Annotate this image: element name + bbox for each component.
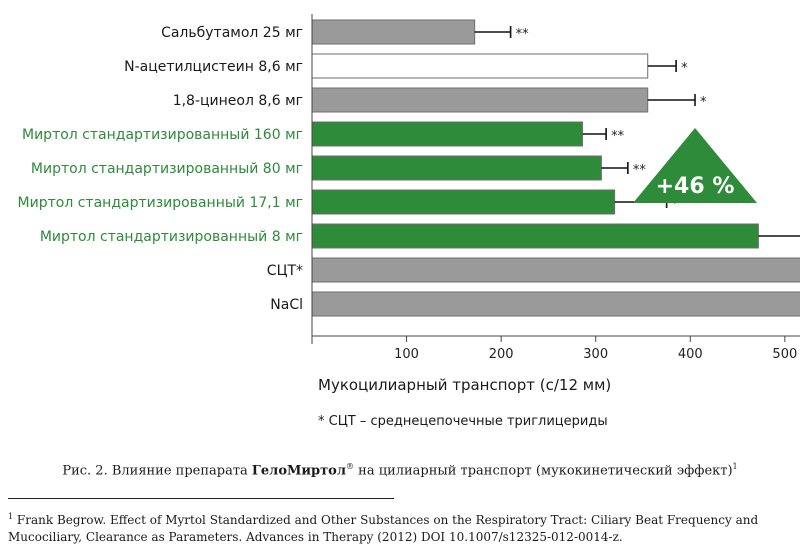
increase-triangle xyxy=(633,128,757,203)
bar xyxy=(311,19,476,45)
significance-marker: ** xyxy=(633,163,647,178)
significance-marker: * xyxy=(672,197,679,212)
abbreviation-note: * СЦТ – среднецепочечные триглицериды xyxy=(318,414,608,429)
significance-marker: ** xyxy=(611,129,625,144)
x-axis-title: Мукоцилиарный транспорт (с/12 мм) xyxy=(318,376,612,394)
caption-suffix: на цилиарный транспорт (мукокинетический… xyxy=(354,463,733,479)
caption-prefix: Рис. 2. Влияние препарата xyxy=(62,463,252,479)
bar xyxy=(311,189,616,215)
caption-brand-mark: ® xyxy=(346,462,355,471)
x-tick-label: 200 xyxy=(489,347,514,362)
increase-label: +46 % xyxy=(656,174,735,199)
significance-marker: * xyxy=(700,95,707,110)
bar xyxy=(311,87,649,113)
x-tick-label: 400 xyxy=(678,347,703,362)
category-label: Сальбутамол 25 мг xyxy=(161,25,303,41)
bar xyxy=(311,53,649,79)
caption-brand: ГелоМиртол xyxy=(251,463,347,479)
x-tick-label: 100 xyxy=(394,347,419,362)
category-label: Миртол стандартизированный 8 мг xyxy=(40,229,303,245)
significance-marker: * xyxy=(681,61,688,76)
category-label: 1,8-цинеол 8,6 мг xyxy=(173,93,303,109)
x-tick-label: 300 xyxy=(583,347,608,362)
figure-caption: Рис. 2. Влияние препарата ГелоМиртол® на… xyxy=(0,462,800,478)
footnote: 1 Frank Begrow. Effect of Myrtol Standar… xyxy=(8,508,794,546)
bar xyxy=(311,155,602,181)
footnote-text: Frank Begrow. Effect of Myrtol Standardi… xyxy=(8,513,759,544)
caption-ref: 1 xyxy=(732,462,738,471)
category-label: Миртол стандартизированный 17,1 мг xyxy=(18,195,303,211)
bar xyxy=(311,257,800,283)
category-label: СЦТ* xyxy=(267,263,303,279)
category-label: NaCl xyxy=(270,297,303,313)
category-label: N-ацетилцистеин 8,6 мг xyxy=(124,59,303,75)
bar-chart: Сальбутамол 25 мг **N-ацетилцистеин 8,6 м… xyxy=(18,14,800,362)
significance-marker: ** xyxy=(516,27,530,42)
x-tick-label: 500 xyxy=(772,347,797,362)
footnote-ref: 1 xyxy=(8,512,14,521)
bar xyxy=(311,121,583,147)
footnote-divider xyxy=(8,498,394,499)
bar xyxy=(311,223,759,249)
bar xyxy=(311,291,800,317)
category-label: Миртол стандартизированный 160 мг xyxy=(22,127,303,143)
category-label: Миртол стандартизированный 80 мг xyxy=(31,161,303,177)
